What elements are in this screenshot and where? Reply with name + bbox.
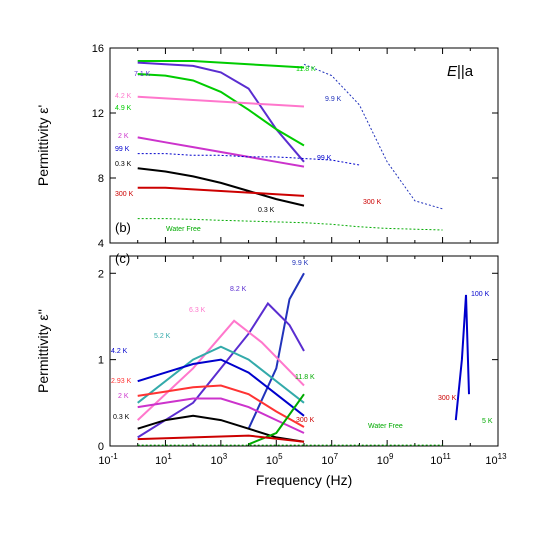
series-line bbox=[137, 319, 305, 421]
curve-label: 2 K bbox=[118, 133, 129, 140]
x-tick-label: 1013 bbox=[485, 452, 507, 467]
series-line bbox=[137, 218, 443, 231]
series-line bbox=[247, 272, 305, 430]
x-tick-label: 109 bbox=[377, 452, 394, 467]
curve-label: 7.1 K bbox=[134, 71, 151, 78]
curve-label: 300 K bbox=[438, 395, 457, 402]
series-line bbox=[137, 136, 305, 168]
curve-label: 300 K bbox=[363, 199, 382, 206]
y-tick-label: 8 bbox=[98, 173, 104, 185]
series-line bbox=[137, 73, 305, 147]
curve-label: 5.2 K bbox=[154, 333, 171, 340]
panel-c: 0 1 2 (c) 9.9 K 8.2 K 6.3 K 5.2 K 4.2 K 2.93 K 2 K… bbox=[35, 251, 507, 488]
series-line bbox=[137, 397, 305, 434]
series-line bbox=[303, 63, 443, 210]
curve-label: 6.3 K bbox=[189, 307, 206, 314]
panel-b: 4 8 12 16 (b) E||a 11.8 K 7.1 K 4.9 K 4.2 K 2 K 99 … bbox=[35, 43, 499, 250]
curve-label: 0.3 K bbox=[115, 161, 132, 168]
curve-label: 4.2 K bbox=[111, 348, 128, 355]
curve-label: 2.93 K bbox=[111, 378, 132, 385]
series-line bbox=[137, 167, 305, 207]
x-tick-label: 105 bbox=[266, 452, 283, 467]
curve-label: Water Free bbox=[166, 226, 201, 233]
series-line bbox=[137, 153, 360, 166]
x-tick-label: 107 bbox=[321, 452, 338, 467]
series-line bbox=[137, 186, 305, 197]
y-tick-label: 2 bbox=[98, 268, 104, 280]
series-line bbox=[137, 301, 305, 439]
y-tick-label: 4 bbox=[98, 238, 104, 250]
x-axis-title: Frequency (Hz) bbox=[256, 472, 352, 488]
series-line bbox=[137, 61, 305, 163]
series-line bbox=[137, 95, 305, 108]
curve-label: 4.9 K bbox=[115, 105, 132, 112]
curve-label: 5 K bbox=[482, 418, 493, 425]
curve-label: 100 K bbox=[471, 291, 490, 298]
curve-label: 2 K bbox=[118, 393, 129, 400]
curve-label: 9.9 K bbox=[325, 96, 342, 103]
y-axis-title: Permittivity ε'' bbox=[35, 309, 51, 393]
y-tick-label: 0 bbox=[98, 441, 104, 453]
curve-label: 11.8 K bbox=[296, 66, 316, 73]
series-line bbox=[137, 414, 305, 443]
x-tick-label: 101 bbox=[155, 452, 172, 467]
curve-label: 8.2 K bbox=[230, 286, 247, 293]
curve-label: 4.2 K bbox=[115, 93, 132, 100]
y-tick-label: 16 bbox=[92, 43, 104, 55]
panel-letter: (b) bbox=[115, 220, 131, 235]
curve-label: 0.3 K bbox=[258, 207, 275, 214]
y-axis-title: Permittivity ε' bbox=[35, 105, 51, 186]
curve-label: 99 K bbox=[317, 155, 332, 162]
curve-label: 300 K bbox=[115, 191, 134, 198]
series-line bbox=[137, 345, 305, 404]
curve-label: Water Free bbox=[368, 423, 403, 430]
series-line bbox=[137, 60, 305, 69]
curve-label: 300 K bbox=[296, 417, 315, 424]
y-tick-label: 1 bbox=[98, 355, 104, 367]
x-tick-label: 1011 bbox=[430, 452, 451, 467]
corner-label: E||a bbox=[447, 63, 474, 80]
curve-label: 99 K bbox=[115, 146, 130, 153]
series-line bbox=[137, 384, 305, 428]
y-tick-label: 12 bbox=[92, 108, 104, 120]
x-tick-label: 10-1 bbox=[98, 452, 118, 467]
panel-letter: (c) bbox=[115, 251, 130, 266]
series-line bbox=[137, 358, 305, 417]
curve-label: 9.9 K bbox=[292, 260, 309, 267]
series-line bbox=[137, 434, 305, 443]
curve-label: 0.3 K bbox=[113, 414, 130, 421]
series-line bbox=[248, 393, 305, 446]
curve-label: 11.8 K bbox=[295, 374, 315, 381]
x-tick-label: 103 bbox=[211, 452, 228, 467]
series-line bbox=[454, 294, 470, 421]
